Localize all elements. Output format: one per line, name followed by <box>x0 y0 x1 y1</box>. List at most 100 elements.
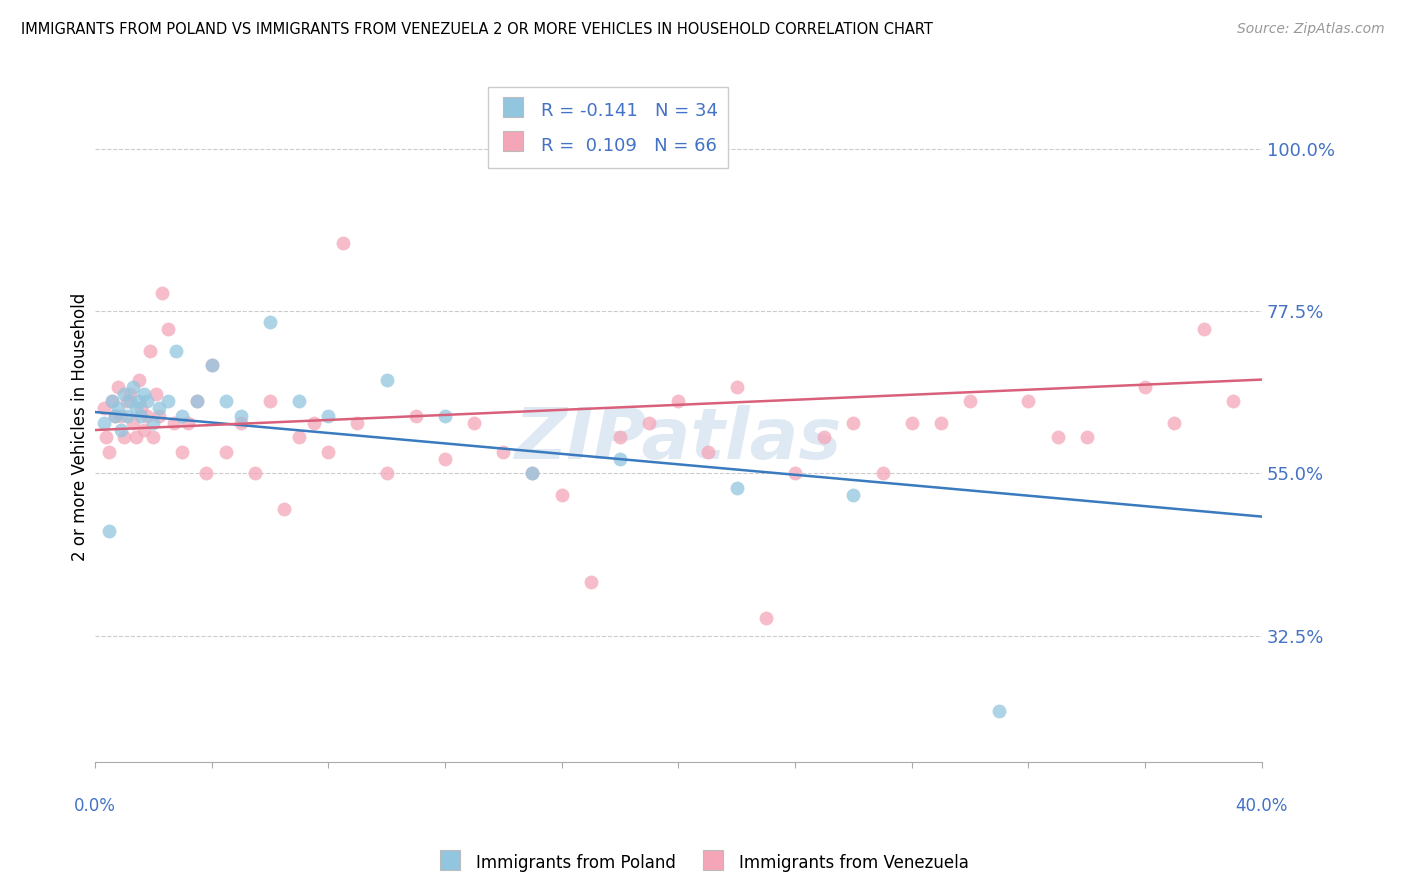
Point <box>150 285 173 300</box>
Point <box>131 409 153 423</box>
Point <box>609 451 631 466</box>
Point <box>101 394 124 409</box>
Text: ZIPatlas: ZIPatlas <box>515 405 842 475</box>
Point <box>112 387 135 401</box>
Point <box>375 373 398 387</box>
Point <box>259 394 281 409</box>
Point <box>579 574 602 589</box>
Point <box>131 401 153 416</box>
Point <box>783 467 806 481</box>
Point <box>1017 394 1039 409</box>
Point <box>609 430 631 444</box>
Point <box>139 343 162 358</box>
Point <box>522 467 544 481</box>
Point <box>929 416 952 430</box>
Point <box>118 387 141 401</box>
Point <box>302 416 325 430</box>
Point <box>156 322 179 336</box>
Point <box>872 467 894 481</box>
Point <box>215 394 238 409</box>
Point <box>121 380 143 394</box>
Point <box>988 704 1011 718</box>
Text: IMMIGRANTS FROM POLAND VS IMMIGRANTS FROM VENEZUELA 2 OR MORE VEHICLES IN HOUSEH: IMMIGRANTS FROM POLAND VS IMMIGRANTS FRO… <box>21 22 934 37</box>
Point <box>288 394 311 409</box>
Point <box>1076 430 1098 444</box>
Point <box>101 394 124 409</box>
Point <box>104 409 127 423</box>
Point <box>93 401 115 416</box>
Point <box>463 416 485 430</box>
Point <box>115 409 138 423</box>
Point <box>273 502 295 516</box>
Point <box>346 416 368 430</box>
Point <box>186 394 208 409</box>
Point <box>156 394 179 409</box>
Point <box>148 409 170 423</box>
Point <box>93 416 115 430</box>
Point <box>142 416 165 430</box>
Point <box>725 380 748 394</box>
Point <box>96 430 118 444</box>
Point <box>245 467 267 481</box>
Point <box>104 409 127 423</box>
Point <box>259 315 281 329</box>
Point <box>136 394 159 409</box>
Point <box>229 409 252 423</box>
Point <box>375 467 398 481</box>
Point <box>522 467 544 481</box>
Point <box>200 358 222 372</box>
Point <box>1163 416 1185 430</box>
Point <box>124 430 146 444</box>
Point <box>755 610 778 624</box>
Point <box>121 416 143 430</box>
Legend: Immigrants from Poland, Immigrants from Venezuela: Immigrants from Poland, Immigrants from … <box>430 846 976 880</box>
Point <box>107 401 129 416</box>
Point <box>288 430 311 444</box>
Point <box>842 488 865 502</box>
Point <box>142 430 165 444</box>
Point <box>200 358 222 372</box>
Point <box>666 394 689 409</box>
Point <box>148 401 170 416</box>
Point <box>194 467 217 481</box>
Point <box>900 416 922 430</box>
Point <box>638 416 661 430</box>
Point <box>98 524 121 538</box>
Text: 40.0%: 40.0% <box>1236 797 1288 814</box>
Point <box>145 387 167 401</box>
Point <box>134 387 156 401</box>
Point <box>433 451 456 466</box>
Point <box>118 394 141 409</box>
Point <box>813 430 835 444</box>
Point <box>172 409 194 423</box>
Point <box>128 373 150 387</box>
Point <box>136 409 159 423</box>
Point <box>162 416 184 430</box>
Legend: R = -0.141   N = 34, R =  0.109   N = 66: R = -0.141 N = 34, R = 0.109 N = 66 <box>488 87 728 169</box>
Point <box>959 394 981 409</box>
Point <box>1135 380 1157 394</box>
Point <box>1222 394 1244 409</box>
Point <box>115 394 138 409</box>
Point <box>172 444 194 458</box>
Point <box>492 444 515 458</box>
Point <box>433 409 456 423</box>
Point <box>316 444 339 458</box>
Point <box>112 430 135 444</box>
Point <box>107 380 129 394</box>
Point <box>332 235 354 250</box>
Point <box>215 444 238 458</box>
Point <box>166 343 188 358</box>
Point <box>405 409 427 423</box>
Point <box>316 409 339 423</box>
Point <box>98 444 121 458</box>
Point <box>842 416 865 430</box>
Point <box>725 481 748 495</box>
Point <box>696 444 718 458</box>
Y-axis label: 2 or more Vehicles in Household: 2 or more Vehicles in Household <box>72 293 89 560</box>
Text: Source: ZipAtlas.com: Source: ZipAtlas.com <box>1237 22 1385 37</box>
Point <box>186 394 208 409</box>
Point <box>110 409 132 423</box>
Point <box>110 423 132 437</box>
Point <box>124 401 146 416</box>
